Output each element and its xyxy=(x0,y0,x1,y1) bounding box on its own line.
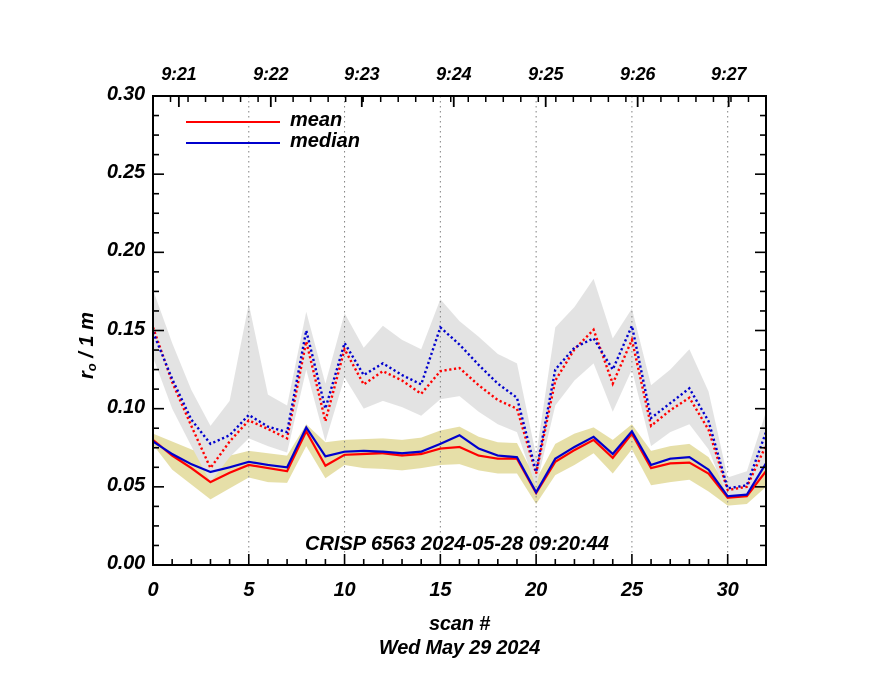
top-tick-label-6: 9:27 xyxy=(711,64,747,84)
legend-swatch-mean xyxy=(186,121,280,123)
y-tick-label-2: 0.10 xyxy=(106,395,145,418)
x-tick-label-5: 25 xyxy=(620,579,643,601)
top-tick-label-2: 9:23 xyxy=(344,64,380,84)
series-median--upper- xyxy=(151,321,768,490)
x-tick-label-1: 5 xyxy=(243,579,255,601)
x-tick-label-3: 15 xyxy=(429,579,452,601)
y-tick-label-1: 0.05 xyxy=(106,473,145,496)
top-tick-label-5: 9:26 xyxy=(620,64,656,84)
top-tick-label-0: 9:21 xyxy=(161,64,197,84)
legend-label-mean: mean xyxy=(290,109,343,131)
legend-label-median: median xyxy=(290,130,361,152)
band-lower-band xyxy=(153,424,766,506)
x-axis-title: scan # xyxy=(428,613,491,635)
x-tick-label-2: 10 xyxy=(333,579,356,601)
top-tick-label-3: 9:24 xyxy=(436,64,472,84)
series-median xyxy=(152,425,767,498)
x-axis-subtitle: Wed May 29 2024 xyxy=(378,637,541,659)
y-tick-label-6: 0.30 xyxy=(106,83,145,105)
series-mean--upper- xyxy=(151,326,768,492)
y-tick-label-3: 0.15 xyxy=(106,317,145,340)
top-tick-label-4: 9:25 xyxy=(528,64,564,84)
x-tick-label-4: 20 xyxy=(525,579,548,601)
series-mean xyxy=(152,428,767,499)
y-tick-label-5: 0.25 xyxy=(106,161,145,184)
x-tick-label-6: 30 xyxy=(716,579,739,601)
legend-swatch-median xyxy=(186,142,280,144)
y-tick-label-4: 0.20 xyxy=(106,239,145,262)
plot-annotation: CRISP 6563 2024-05-28 09:20:44 xyxy=(305,533,609,555)
x-tick-label-0: 0 xyxy=(147,579,159,601)
y-tick-label-0: 0.00 xyxy=(106,552,145,574)
top-tick-label-1: 9:22 xyxy=(253,64,289,84)
